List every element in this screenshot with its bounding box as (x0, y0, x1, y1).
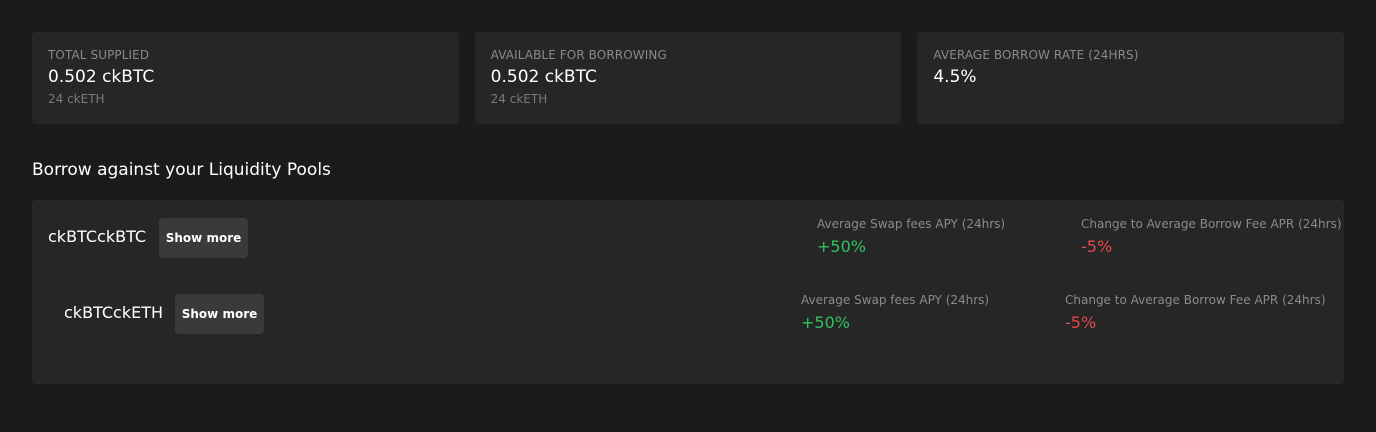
borrow-fee-change-metric: Change to Average Borrow Fee APR (24hrs)… (1081, 217, 1342, 258)
borrow-fee-change-label: Change to Average Borrow Fee APR (24hrs) (1081, 217, 1342, 231)
pool-row: ckBTCckETH Show more Average Swap fees A… (32, 293, 1344, 334)
pool-name: ckBTCckETH (64, 303, 164, 322)
swap-fees-metric: Average Swap fees APY (24hrs) +50% (801, 293, 989, 334)
available-borrowing-card: AVAILABLE FOR BORROWING 0.502 ckBTC 24 c… (474, 32, 902, 124)
borrow-fee-change-value: -5% (1081, 237, 1113, 256)
swap-fees-value: +50% (817, 237, 866, 256)
swap-fees-value: +50% (801, 313, 850, 332)
pools-panel: ckBTCckBTC Show more Average Swap fees A… (32, 200, 1344, 384)
average-borrow-rate-value: 4.5% (933, 67, 977, 87)
total-supplied-sub: 24 ckETH (48, 92, 105, 106)
stats-row: TOTAL SUPPLIED 0.502 ckBTC 24 ckETH AVAI… (32, 32, 1345, 124)
available-borrowing-sub: 24 ckETH (490, 92, 548, 106)
total-supplied-value: 0.502 ckBTC (48, 67, 155, 87)
available-borrowing-value: 0.502 ckBTC (490, 67, 597, 87)
borrow-fee-change-label: Change to Average Borrow Fee APR (24hrs) (1065, 293, 1326, 307)
swap-fees-metric: Average Swap fees APY (24hrs) +50% (817, 217, 1005, 258)
borrow-fee-change-value: -5% (1065, 313, 1097, 332)
average-borrow-rate-card: AVERAGE BORROW RATE (24HRS) 4.5% (917, 32, 1345, 124)
borrow-fee-change-metric: Change to Average Borrow Fee APR (24hrs)… (1065, 293, 1326, 334)
pool-row: ckBTCckBTC Show more Average Swap fees A… (32, 217, 1344, 258)
swap-fees-label: Average Swap fees APY (24hrs) (801, 293, 990, 307)
show-more-button[interactable]: Show more (159, 218, 248, 258)
section-title: Borrow against your Liquidity Pools (32, 160, 331, 180)
available-borrowing-label: AVAILABLE FOR BORROWING (490, 48, 667, 62)
total-supplied-label: TOTAL SUPPLIED (48, 48, 150, 62)
pool-name: ckBTCckBTC (48, 227, 147, 246)
show-more-button[interactable]: Show more (175, 294, 264, 334)
average-borrow-rate-label: AVERAGE BORROW RATE (24HRS) (933, 48, 1139, 62)
total-supplied-card: TOTAL SUPPLIED 0.502 ckBTC 24 ckETH (32, 32, 459, 124)
swap-fees-label: Average Swap fees APY (24hrs) (817, 217, 1006, 231)
